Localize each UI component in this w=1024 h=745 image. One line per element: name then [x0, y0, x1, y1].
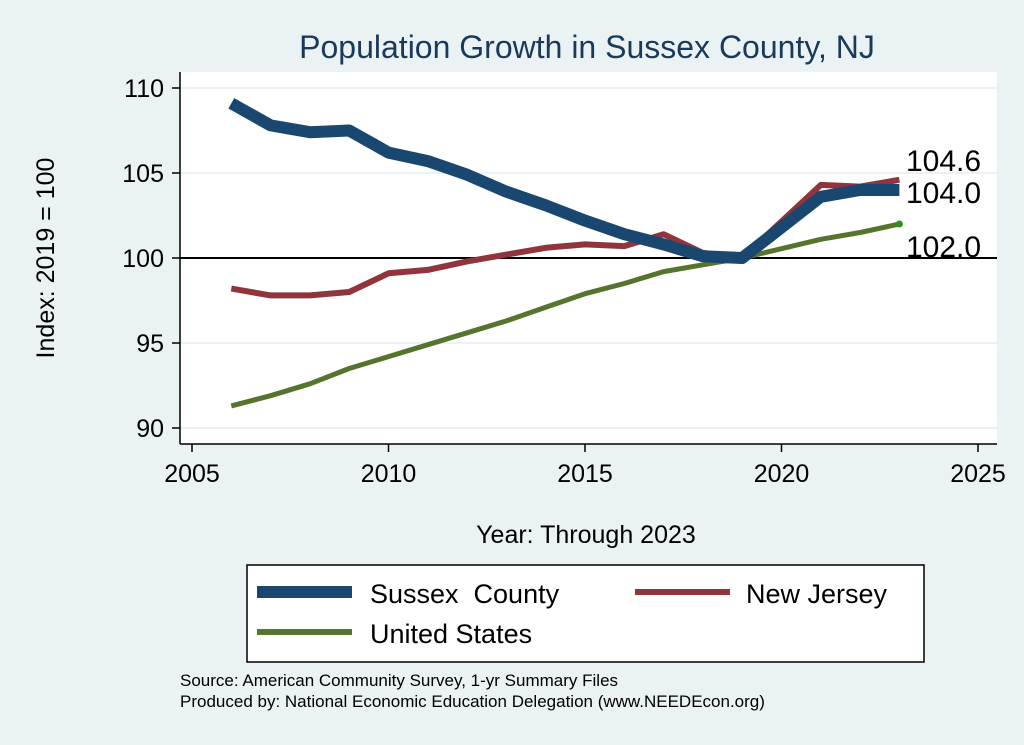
end-label-new-jersey: 104.6	[906, 145, 981, 178]
y-tick-label: 90	[136, 415, 164, 443]
legend-box	[246, 564, 925, 663]
y-tick-label: 110	[124, 75, 164, 103]
end-label-united-states: 102.0	[906, 231, 981, 264]
chart-title: Population Growth in Sussex County, NJ	[299, 29, 875, 65]
y-axis-label: Index: 2019 = 100	[32, 158, 60, 359]
series-line-sussex-county	[228, 98, 900, 264]
y-tick-label: 95	[136, 330, 164, 358]
legend: Sussex County New Jersey United States	[246, 564, 925, 663]
legend-label-united-states: United States	[370, 619, 532, 649]
x-axis-ticks: 2005 2010 2015 2020 2025	[164, 444, 1006, 488]
y-tick-label: 100	[122, 245, 164, 273]
y-tick-label: 105	[122, 160, 164, 188]
producer-note: Produced by: National Economic Education…	[180, 692, 765, 711]
x-tick-label: 2020	[754, 460, 810, 488]
legend-label-new-jersey: New Jersey	[746, 579, 888, 609]
series-lines	[228, 98, 903, 409]
x-axis-label: Year: Through 2023	[476, 521, 696, 549]
x-tick-label: 2005	[164, 460, 220, 488]
x-tick-label: 2015	[557, 460, 613, 488]
series-line-united-states	[230, 221, 900, 409]
end-label-sussex-county: 104.0	[906, 177, 981, 210]
series-endpoint-united-states	[895, 220, 903, 228]
y-axis-ticks: 90 95 100 105 110	[122, 75, 180, 443]
source-note: Source: American Community Survey, 1-yr …	[180, 671, 618, 690]
x-tick-label: 2010	[361, 460, 417, 488]
x-tick-label: 2025	[950, 460, 1006, 488]
legend-label-sussex: Sussex County	[370, 579, 560, 609]
